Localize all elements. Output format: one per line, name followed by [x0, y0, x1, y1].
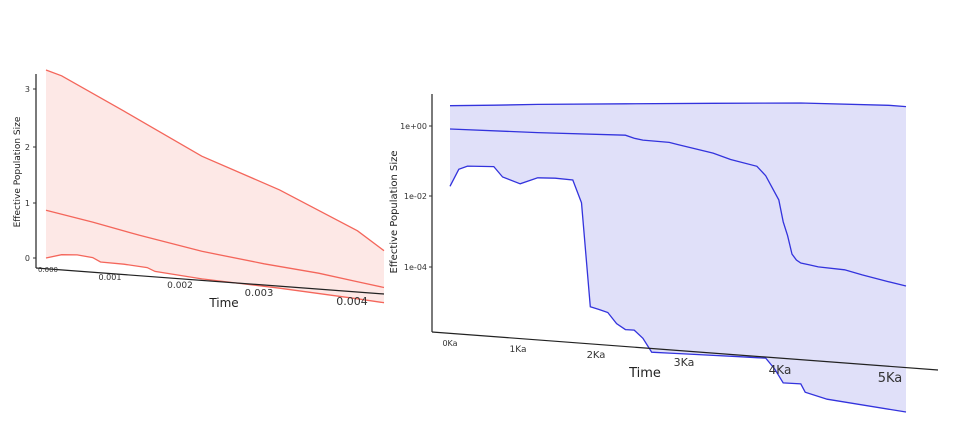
right-chart-y-tick-label: 1e-04 — [404, 263, 427, 272]
right-chart-x-tick-label: 1Ka — [510, 345, 527, 355]
left-chart-band — [46, 70, 384, 303]
left-chart-x-tick-label: 0.000 — [38, 266, 58, 274]
right-chart-band — [450, 103, 906, 412]
right-chart-group: 1e+00 1e-02 1e-04 0Ka 1Ka 2Ka 3Ka 4Ka 5Ka Time Eff… — [389, 94, 939, 413]
right-chart-series-line-1 — [449, 128, 907, 287]
left-chart-series-line-2 — [45, 254, 385, 304]
right-chart-x-tick-label: 2Ka — [587, 350, 606, 361]
right-chart-y-tick-label: 1e+00 — [400, 122, 427, 131]
right-chart-x-axis — [431, 331, 939, 371]
right-chart-x-tick-label: 0Ka — [442, 339, 457, 348]
left-chart-y-axis-title: Effective Population Size — [13, 116, 23, 227]
left-chart-x-tick-label: 0.002 — [167, 281, 193, 291]
left-chart-series-line-0 — [45, 69, 385, 252]
right-chart-y-tick-label: 1e-02 — [404, 192, 427, 201]
left-chart-y-tick-label: 1 — [25, 199, 30, 208]
left-chart-x-axis — [35, 267, 385, 295]
right-chart-x-axis-title: Time — [628, 366, 661, 381]
left-chart-x-axis-title: Time — [208, 296, 238, 310]
right-chart-y-axis-title: Effective Population Size — [389, 150, 400, 273]
left-chart-x-tick-label: 0.004 — [336, 295, 368, 308]
left-chart-x-tick-label: 0.001 — [99, 273, 122, 282]
right-chart-series-line-0 — [449, 102, 907, 108]
left-chart-y-tick-label: 3 — [25, 85, 30, 94]
right-chart-x-tick-label: 3Ka — [674, 356, 695, 369]
left-chart-y-tick-label: 0 — [25, 254, 30, 263]
right-chart-x-tick-label: 4Ka — [769, 363, 792, 377]
left-chart-y-tick-label: 2 — [25, 143, 30, 152]
left-chart-series-line-1 — [45, 209, 385, 289]
left-chart-x-tick-label: 0.003 — [245, 288, 274, 299]
right-chart-x-tick-label: 5Ka — [878, 371, 903, 386]
right-chart-series-line-2 — [449, 165, 907, 413]
left-chart-group: 0 1 2 3 0.000 0.001 0.002 0.003 0.004 Time Effecti… — [13, 69, 385, 310]
